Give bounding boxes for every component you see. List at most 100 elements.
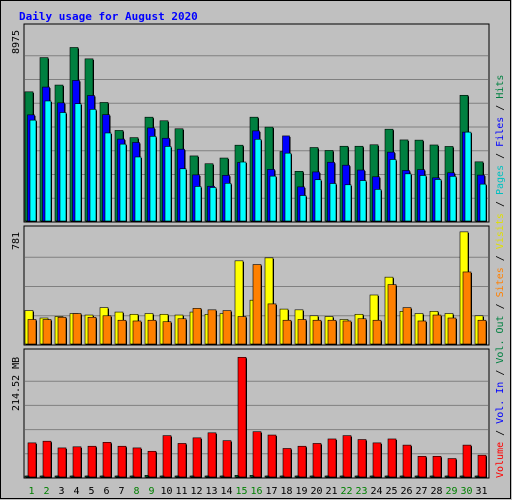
bar-kbytes-day-11 — [177, 443, 187, 478]
legend-item: Files — [495, 117, 506, 147]
day-label-18: 18 — [280, 486, 292, 497]
bar-volout-day-7 — [114, 475, 119, 478]
bar-pages-day-21 — [329, 183, 337, 222]
bar-volout-day-22 — [339, 475, 344, 478]
bar-sites-day-17 — [267, 303, 277, 345]
day-label-19: 19 — [295, 486, 307, 497]
bar-volout-day-6 — [99, 475, 104, 478]
day-label-1: 1 — [28, 486, 34, 497]
bar-pages-day-24 — [374, 189, 382, 222]
bar-shadow-volout — [386, 477, 389, 478]
bar-sites-day-7 — [117, 319, 127, 345]
bar-sites-day-23 — [357, 318, 367, 345]
bar-shadow-volout — [161, 477, 164, 478]
day-label-28: 28 — [430, 486, 442, 497]
day-label-24: 24 — [370, 486, 382, 497]
bar-shadow-volout — [131, 477, 134, 478]
day-label-9: 9 — [148, 486, 154, 497]
bar-volout-day-10 — [159, 475, 164, 478]
bar-volout-day-21 — [324, 475, 329, 478]
day-label-5: 5 — [88, 486, 94, 497]
chart-panels: 8975 781 214.52 MB — [11, 23, 490, 479]
bar-shadow-volout — [281, 477, 284, 478]
bar-shadow-volout — [221, 477, 224, 478]
bar-kbytes-day-5 — [87, 445, 97, 478]
bar-shadow-volout — [311, 477, 314, 478]
panel-hits-files-pages: 8975 — [11, 23, 490, 223]
bar-pages-day-30 — [464, 131, 472, 222]
bar-pages-day-1 — [29, 119, 37, 222]
day-label-26: 26 — [400, 486, 412, 497]
bar-sites-day-24 — [372, 319, 382, 345]
bar-kbytes-day-2 — [42, 440, 52, 478]
bar-kbytes-day-15 — [237, 356, 247, 478]
bar-pages-day-9 — [149, 136, 157, 222]
chart-title: Daily usage for August 2020 — [19, 10, 198, 23]
bar-kbytes-day-16 — [252, 431, 262, 478]
bar-kbytes-day-12 — [192, 437, 202, 478]
bar-shadow-volout — [191, 477, 194, 478]
bar-kbytes-day-27 — [417, 456, 427, 478]
bar-kbytes-day-26 — [402, 444, 412, 478]
bar-kbytes-day-7 — [117, 445, 127, 478]
bar-sites-day-26 — [402, 307, 412, 345]
bar-volout-day-25 — [384, 475, 389, 478]
bar-pages-day-11 — [179, 168, 187, 222]
bar-volout-day-5 — [84, 475, 89, 478]
bar-kbytes-day-6 — [102, 442, 112, 478]
bar-sites-day-20 — [312, 319, 322, 345]
bar-shadow-volout — [356, 477, 359, 478]
bar-volout-day-8 — [129, 475, 134, 478]
bar-kbytes-day-13 — [207, 432, 217, 478]
bar-sites-day-10 — [162, 321, 172, 345]
bar-volout-day-11 — [174, 475, 179, 478]
bar-pages-day-16 — [254, 138, 262, 222]
bar-sites-day-15 — [237, 316, 247, 345]
bar-kbytes-day-10 — [162, 435, 172, 478]
bar-pages-day-29 — [449, 176, 457, 222]
day-label-2: 2 — [43, 486, 49, 497]
bar-shadow-volout — [401, 477, 404, 478]
bar-volout-day-14 — [219, 475, 224, 478]
bar-sites-day-28 — [432, 314, 442, 345]
bar-pages-day-23 — [359, 180, 367, 222]
legend-item: / — [495, 147, 506, 165]
bar-kbytes-day-20 — [312, 443, 322, 478]
bar-volout-day-2 — [39, 475, 44, 478]
day-label-21: 21 — [325, 486, 337, 497]
bar-volout-day-24 — [369, 475, 374, 478]
bar-pages-day-25 — [389, 159, 397, 222]
bar-sites-day-31 — [477, 319, 487, 345]
day-label-13: 13 — [205, 486, 217, 497]
bar-pages-day-17 — [269, 175, 277, 222]
bar-volout-day-18 — [279, 475, 284, 478]
bar-shadow-volout — [71, 477, 74, 478]
bar-volout-day-9 — [144, 475, 149, 478]
day-label-4: 4 — [73, 486, 79, 497]
day-label-6: 6 — [103, 486, 109, 497]
day-label-14: 14 — [220, 486, 232, 497]
day-label-8: 8 — [133, 486, 139, 497]
legend-item: / — [495, 249, 506, 267]
bar-pages-day-3 — [59, 112, 67, 222]
bar-pages-day-19 — [299, 195, 307, 222]
bar-kbytes-day-1 — [27, 442, 37, 478]
bar-shadow-volout — [431, 477, 434, 478]
day-label-17: 17 — [265, 486, 277, 497]
bar-pages-day-6 — [104, 132, 112, 222]
bar-shadow-volout — [26, 477, 29, 478]
bar-volout-day-3 — [54, 475, 59, 478]
legend-item: Hits — [495, 75, 506, 99]
bar-shadow-volout — [446, 477, 449, 478]
day-label-27: 27 — [415, 486, 427, 497]
bar-sites-day-13 — [207, 309, 217, 345]
bar-sites-day-11 — [177, 318, 187, 345]
bar-sites-day-30 — [462, 271, 472, 345]
legend-item: / — [495, 364, 506, 382]
bar-volout-day-28 — [429, 475, 434, 478]
bar-kbytes-day-9 — [147, 450, 157, 478]
bar-shadow-volout — [176, 477, 179, 478]
bar-kbytes-day-19 — [297, 445, 307, 478]
day-label-15: 15 — [235, 486, 247, 497]
